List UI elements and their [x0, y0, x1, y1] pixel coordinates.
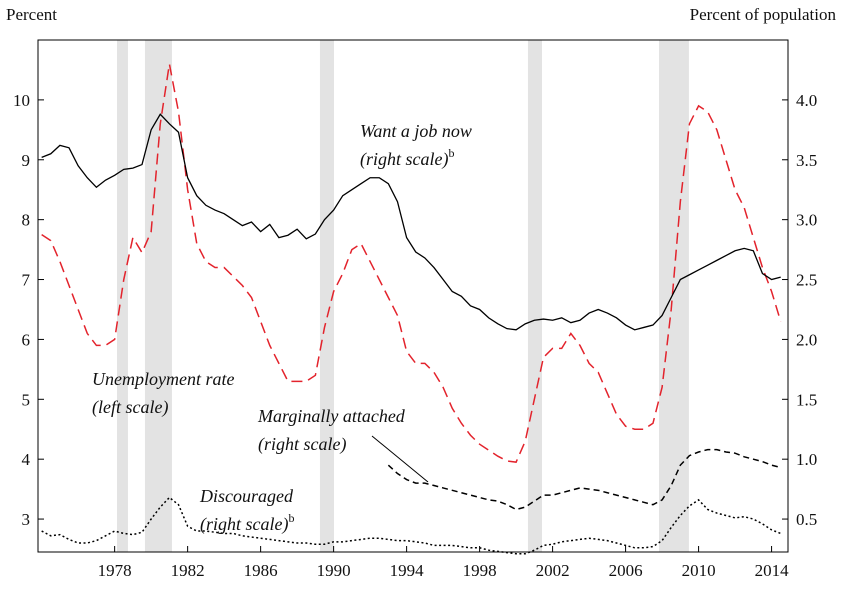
- leader-line: [371, 435, 429, 483]
- annotation: Marginally attached: [257, 406, 406, 426]
- shaded-period: [527, 40, 543, 552]
- annotation-text: Want a job now: [360, 121, 472, 141]
- y2-tick-label: 1.0: [796, 450, 817, 469]
- annotation: Want a job now: [360, 121, 472, 141]
- annotation-note: b: [448, 146, 454, 160]
- series-line: [41, 63, 782, 463]
- shaded-period: [144, 40, 172, 552]
- annotation: (right scale): [258, 434, 346, 455]
- y-tick-label: 8: [22, 211, 31, 230]
- annotation-text: (left scale): [92, 397, 168, 418]
- x-tick-label: 2002: [536, 561, 570, 580]
- y2-axis-title: Percent of population: [690, 5, 837, 24]
- y2-tick-label: 3.5: [796, 151, 817, 170]
- y2-tick-label: 2.0: [796, 330, 817, 349]
- x-tick-label: 1998: [463, 561, 497, 580]
- annotation: (right scale)b: [200, 511, 294, 535]
- x-tick-label: 2014: [755, 561, 790, 580]
- y-tick-label: 6: [22, 330, 31, 349]
- shaded-period: [319, 40, 334, 552]
- y2-tick-label: 0.5: [796, 510, 817, 529]
- annotation-text: (right scale): [360, 149, 448, 170]
- y-tick-label: 7: [22, 271, 31, 290]
- annotation-text: Discouraged: [199, 486, 294, 506]
- x-tick-label: 1978: [98, 561, 132, 580]
- x-tick-label: 1982: [171, 561, 205, 580]
- annotation-note: b: [288, 511, 294, 525]
- x-tick-label: 1986: [244, 561, 278, 580]
- x-tick-label: 1990: [317, 561, 351, 580]
- annotation-text: (right scale): [200, 514, 288, 535]
- annotation-text: (right scale): [258, 434, 346, 455]
- shaded-period: [117, 40, 128, 552]
- y-tick-label: 3: [22, 510, 31, 529]
- y-axis-title: Percent: [6, 5, 57, 24]
- y-tick-label: 4: [22, 450, 31, 469]
- annotation: (left scale): [92, 397, 168, 418]
- annotation: Discouraged: [199, 486, 294, 506]
- annotation-text: Marginally attached: [257, 406, 406, 426]
- y2-tick-label: 4.0: [796, 91, 817, 110]
- plot-frame: [37, 39, 789, 553]
- y-tick-label: 9: [22, 151, 31, 170]
- annotation: Unemployment rate: [92, 369, 234, 389]
- annotation: (right scale)b: [360, 146, 454, 170]
- x-tick-label: 1994: [390, 561, 425, 580]
- y2-tick-label: 2.5: [796, 271, 817, 290]
- series-line: [387, 448, 781, 511]
- y2-tick-label: 3.0: [796, 211, 817, 230]
- y-tick-label: 5: [22, 390, 31, 409]
- y2-tick-label: 1.5: [796, 390, 817, 409]
- series-line: [41, 496, 781, 555]
- shaded-period: [658, 40, 689, 552]
- x-tick-label: 2010: [682, 561, 716, 580]
- x-tick-label: 2006: [609, 561, 643, 580]
- annotation-text: Unemployment rate: [92, 369, 234, 389]
- series-line: [41, 113, 781, 331]
- y-tick-label: 10: [13, 91, 30, 110]
